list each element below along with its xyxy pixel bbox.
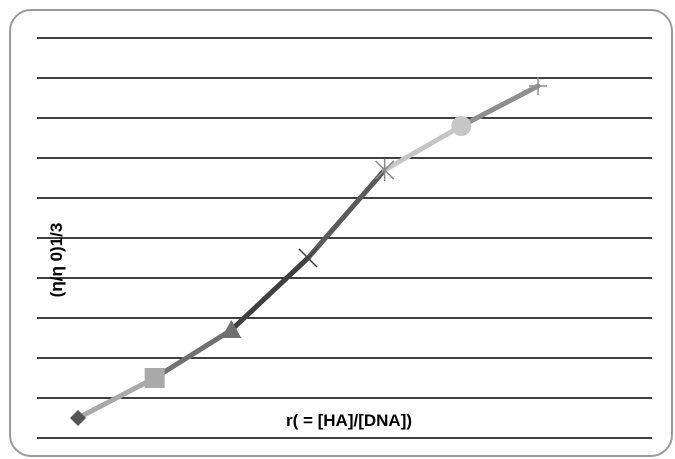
data-point-triangle [221, 320, 242, 338]
data-markers [70, 77, 547, 426]
series-segment [75, 375, 158, 421]
line-series [75, 83, 541, 421]
series-segment [228, 255, 311, 333]
series-segment [305, 167, 388, 261]
series-segment [458, 83, 541, 129]
gridlines [37, 37, 652, 439]
data-point-circle [451, 116, 472, 136]
x-axis-label: r( = [HA]/[DNA]) [286, 411, 412, 430]
series-segment [152, 327, 234, 381]
data-point-star [375, 159, 395, 181]
chart-frame [9, 9, 673, 457]
data-point-x [298, 248, 318, 268]
y-axis-label: (η/η 0)1/3 [47, 223, 66, 298]
series-segment [382, 123, 464, 173]
data-point-plus [529, 77, 547, 95]
data-point-square [144, 368, 165, 388]
data-point-diamond [70, 410, 86, 426]
